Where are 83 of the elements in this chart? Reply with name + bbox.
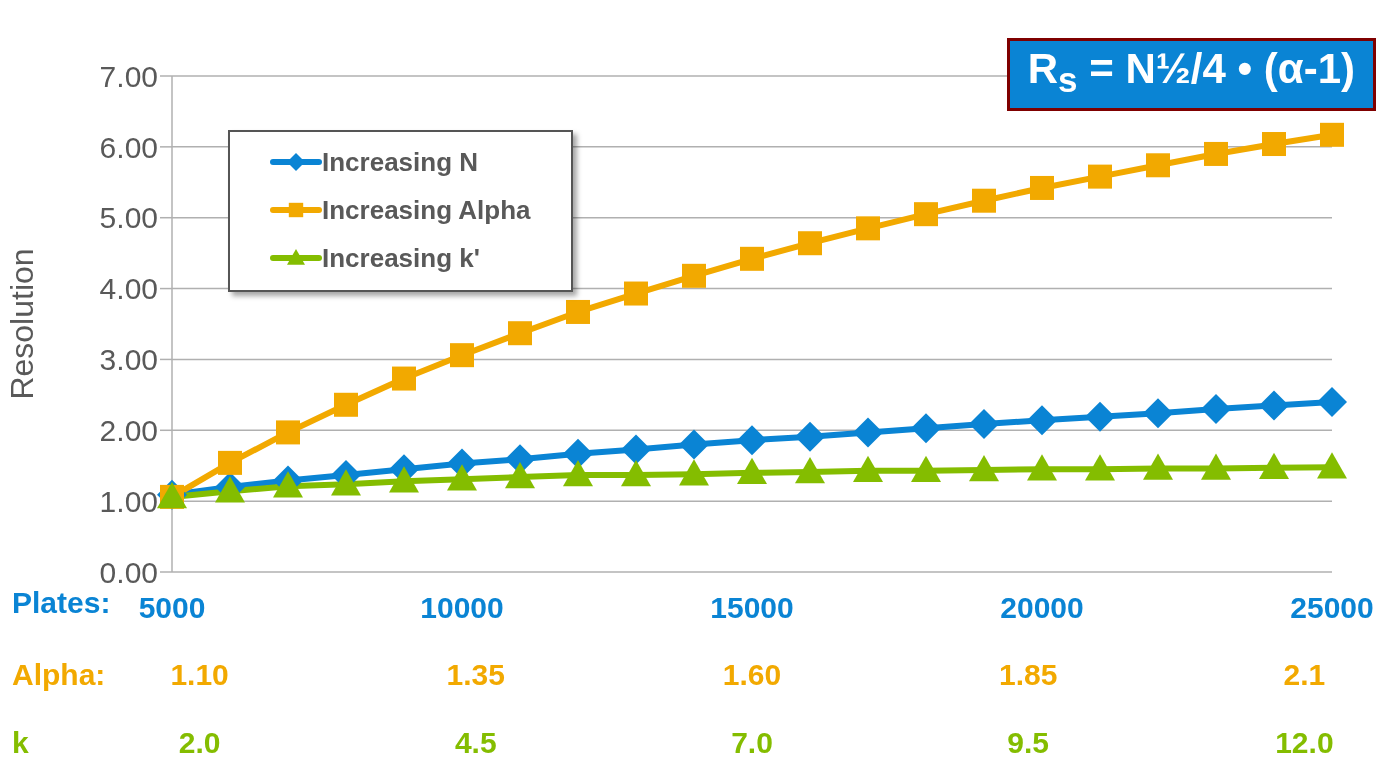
point <box>1259 390 1289 421</box>
text: Alpha: <box>12 658 106 692</box>
point <box>508 321 532 346</box>
point <box>740 246 764 271</box>
y-tick-label: 6.00 <box>99 130 158 164</box>
point <box>1259 452 1289 480</box>
point <box>679 429 709 460</box>
point <box>621 459 651 487</box>
point <box>566 299 590 324</box>
point <box>624 281 648 306</box>
text: 7.0 <box>730 726 774 760</box>
point <box>447 464 477 491</box>
point <box>334 392 358 417</box>
point <box>1146 153 1170 178</box>
point <box>737 457 767 485</box>
point <box>737 425 767 456</box>
text: 1.35 <box>445 658 506 692</box>
x-tick-label: 25000 <box>1290 591 1374 624</box>
text: Plates: <box>12 586 111 620</box>
x-tick-label: 20000 <box>1000 591 1084 624</box>
text: 4.5 <box>453 726 498 760</box>
y-tick-label: 5.00 <box>99 201 158 235</box>
point <box>1262 132 1286 157</box>
point <box>1201 453 1231 480</box>
point <box>1085 454 1115 481</box>
point <box>392 366 416 391</box>
y-tick-label: 7.00 <box>99 59 158 93</box>
point <box>911 455 941 482</box>
point <box>273 471 303 498</box>
point <box>1201 394 1231 425</box>
y-axis-title: Resolution <box>4 248 41 400</box>
point <box>1088 164 1112 189</box>
point <box>1030 175 1054 200</box>
point <box>682 263 706 288</box>
point <box>450 343 474 368</box>
point <box>1143 398 1173 429</box>
point <box>1317 452 1347 479</box>
point <box>1320 122 1344 147</box>
point <box>969 408 999 439</box>
y-tick-label: 1.00 <box>99 484 158 518</box>
point <box>276 420 300 445</box>
text: 1.60 <box>721 658 783 692</box>
point <box>1204 141 1228 166</box>
point <box>911 413 941 444</box>
point <box>1143 453 1173 480</box>
text: 9.5 <box>1006 726 1051 760</box>
point <box>853 455 883 482</box>
point <box>972 188 996 213</box>
text: 2.1 <box>1282 658 1327 692</box>
text: 1.10 <box>169 658 230 692</box>
text: 12.0 <box>1274 726 1335 760</box>
point <box>331 469 361 496</box>
point <box>795 457 825 484</box>
point <box>218 450 242 475</box>
text: k <box>12 726 29 760</box>
point <box>1317 386 1347 417</box>
point <box>914 202 938 227</box>
point <box>1027 454 1057 481</box>
point <box>969 454 999 482</box>
point <box>1085 401 1115 432</box>
annotation: R$_{s}$ = N½/4 • (α-1) <box>1006 38 1376 112</box>
x-tick-label: 10000 <box>420 591 504 624</box>
point <box>679 459 709 486</box>
y-tick-label: 4.00 <box>99 272 158 306</box>
x-tick-label: 15000 <box>710 591 794 624</box>
legend-label: Increasing N <box>322 146 479 178</box>
point <box>563 459 593 487</box>
x-tick-label: 5000 <box>138 591 206 624</box>
text: 1.85 <box>998 658 1059 692</box>
point <box>853 417 883 448</box>
y-tick-label: 3.00 <box>99 343 158 377</box>
point <box>621 434 651 465</box>
y-tick-label: 0.00 <box>99 555 158 589</box>
point <box>1027 405 1057 436</box>
point <box>795 421 825 452</box>
legend-label: Increasing k' <box>322 242 480 274</box>
point <box>389 466 419 493</box>
y-tick-label: 2.00 <box>99 413 158 447</box>
text: 2.0 <box>177 726 222 760</box>
point <box>505 462 535 489</box>
legend-label: Increasing Alpha <box>322 194 531 226</box>
point <box>798 231 822 256</box>
point <box>856 216 880 241</box>
